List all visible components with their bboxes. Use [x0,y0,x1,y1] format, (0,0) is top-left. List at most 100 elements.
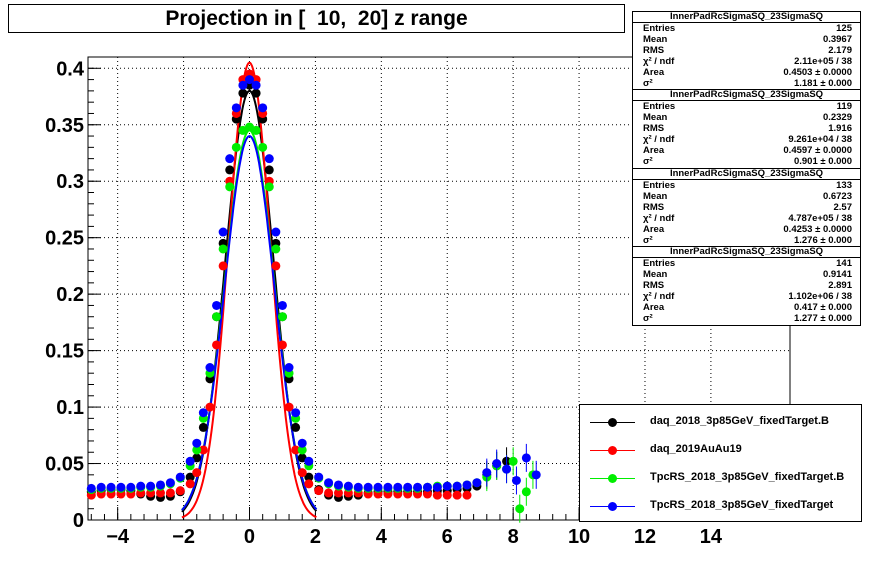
data-point [192,468,202,478]
stats-value: 0.3967 [822,34,852,45]
data-point [271,227,281,237]
stats-key: σ² [643,313,653,324]
stats-value: 2.57 [833,202,853,213]
stats-key: RMS [643,280,665,291]
stats-key: Mean [643,191,668,202]
data-point [304,479,314,489]
stats-row-chi2: χ² / ndf 2.11e+05 / 38 [633,56,860,67]
data-point [452,481,462,491]
data-point [432,490,442,500]
stats-key: χ² / ndf [643,213,675,224]
fit-curve [181,135,318,511]
data-point [284,363,294,373]
y-tick-label: 0.05 [45,454,84,476]
data-point [324,478,334,488]
stats-key: RMS [643,123,665,134]
data-point [212,300,222,310]
stats-box: InnerPadRcSigmaSQ_23SigmaSQ Entries 125 Mea… [632,11,861,91]
data-point [264,154,274,164]
stats-value: 1.277 ± 0.000 [793,313,852,324]
legend-item-0: daq_2018_3p85GeV_fixedTarget.B [580,413,861,433]
data-point [238,88,248,98]
stats-key: σ² [643,78,653,89]
stats-row-chi2: χ² / ndf 9.261e+04 / 38 [633,134,860,145]
stats-row-mean: Mean 0.3967 [633,34,860,45]
data-point [511,475,521,485]
x-tick-label: 6 [442,526,453,548]
stats-value: 1.181 ± 0.000 [793,78,852,89]
stats-row-entries: Entries 125 [633,23,860,34]
data-point [373,482,383,492]
data-point [212,340,222,350]
data-point [291,408,301,418]
stats-key: Entries [643,101,676,112]
stats-row-mean: Mean 0.9141 [633,269,860,280]
data-point [156,488,166,498]
stats-row-area: Area 0.4597 ± 0.0000 [633,145,860,156]
stats-value: 0.901 ± 0.000 [793,156,852,167]
data-point [515,504,525,514]
stats-key: Area [643,224,665,235]
stats-box-title: InnerPadRcSigmaSQ_23SigmaSQ [633,169,860,180]
data-point [353,482,363,492]
data-point [175,472,185,482]
data-point [175,486,185,496]
stats-row-sigma2: σ² 0.901 ± 0.000 [633,156,860,167]
data-point [462,480,472,490]
data-point [212,312,222,322]
x-tick-label: 8 [508,526,519,548]
stats-row-rms: RMS 2.57 [633,202,860,213]
data-point [531,470,541,480]
data-point [291,445,301,455]
data-point [492,459,502,469]
stats-row-chi2: χ² / ndf 4.787e+05 / 38 [633,213,860,224]
y-tick-label: 0.4 [56,58,85,80]
stats-value: 0.4253 ± 0.0000 [783,224,852,235]
stats-key: RMS [643,202,665,213]
data-point [343,481,353,491]
data-point [258,142,268,152]
stats-value: 2.179 [828,45,852,56]
legend-item-2: TpcRS_2018_3p85GeV_fixedTarget.B [580,469,861,489]
x-tick-label: −4 [106,526,130,548]
stats-key: Area [643,67,665,78]
stats-row-rms: RMS 2.891 [633,280,860,291]
data-point [136,481,146,491]
legend: daq_2018_3p85GeV_fixedTarget.B daq_2019A… [579,404,862,522]
data-point [277,300,287,310]
data-point [231,103,241,113]
data-point [277,312,287,322]
data-point [304,472,314,482]
data-point [198,408,208,418]
data-point [297,445,307,455]
data-point [508,456,518,466]
data-point [116,482,126,492]
stats-row-area: Area 0.4503 ± 0.0000 [633,67,860,78]
stats-box-title: InnerPadRcSigmaSQ_23SigmaSQ [633,12,860,23]
stats-value: 1.102e+06 / 38 [788,291,852,302]
stats-row-area: Area 0.4253 ± 0.0000 [633,224,860,235]
data-point [205,363,215,373]
data-point [218,261,228,271]
data-point [521,453,531,463]
data-point [231,142,241,152]
stats-row-mean: Mean 0.6723 [633,191,860,202]
data-point [126,482,136,492]
data-point [314,486,324,496]
data-point [442,490,452,500]
legend-marker [608,418,617,427]
data-point [244,75,254,85]
stats-box: InnerPadRcSigmaSQ_23SigmaSQ Entries 119 Mea… [632,89,861,169]
data-point [333,488,343,498]
data-point [442,481,452,491]
y-tick-label: 0.3 [56,171,84,193]
data-point [333,480,343,490]
data-point [198,445,208,455]
stats-value: 133 [836,180,852,191]
legend-item-3: TpcRS_2018_3p85GeV_fixedTarget [580,497,861,517]
stats-value: 119 [836,101,852,112]
stats-value: 0.4503 ± 0.0000 [783,67,852,78]
data-point [192,445,202,455]
stats-key: σ² [643,156,653,167]
stats-value: 0.6723 [822,191,852,202]
